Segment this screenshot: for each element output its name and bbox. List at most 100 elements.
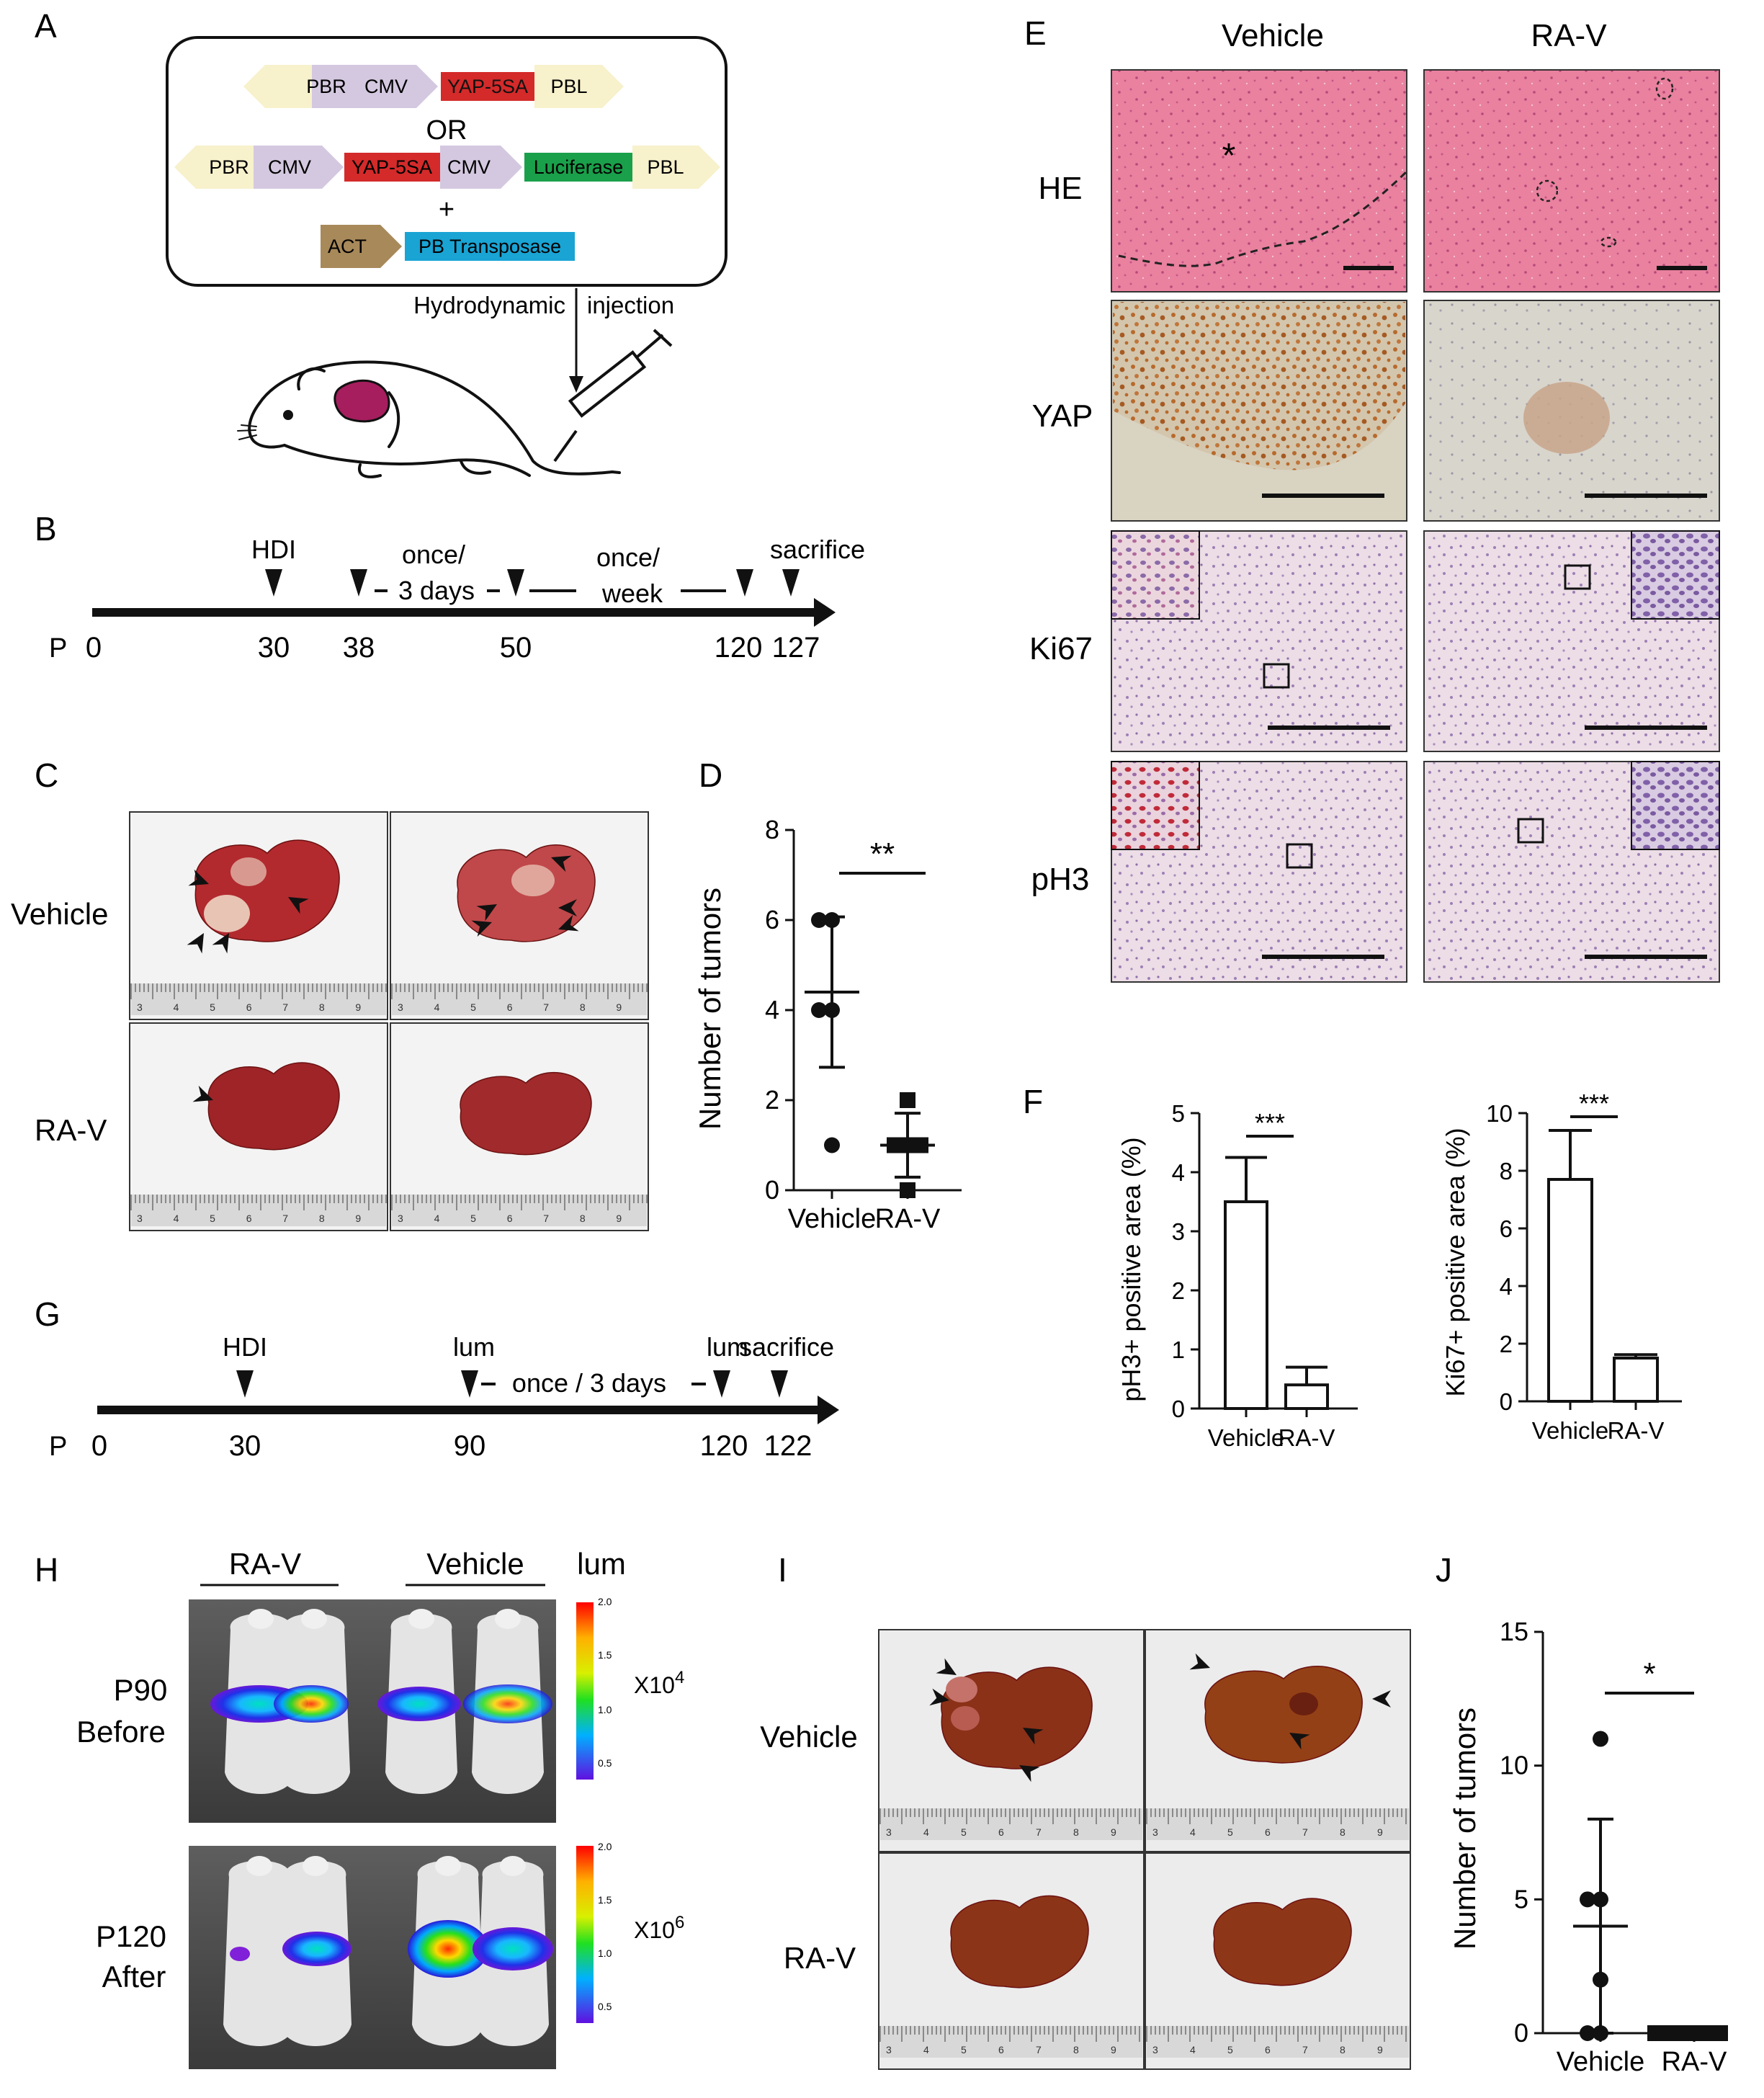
tumor-arrowhead-shape <box>1189 1653 1210 1670</box>
bar <box>1224 1200 1268 1410</box>
tumor-arrowhead-shape <box>551 855 572 872</box>
panel-label-e: E <box>1024 14 1047 52</box>
ruler-label: 9 <box>355 1001 361 1013</box>
cmv-arrow-2 <box>254 146 344 189</box>
timeline-marker <box>507 569 524 597</box>
tumor-arrowhead <box>1372 1690 1391 1708</box>
timeline-marker <box>782 569 800 597</box>
colorbar-tick: 1.5 <box>598 1649 612 1661</box>
tumor-arrowhead-shape <box>1289 1733 1310 1750</box>
signal-spot <box>377 1687 461 1721</box>
h-scale-1: X104 <box>634 1668 684 1698</box>
y-tick-label: 5 <box>1172 1100 1185 1127</box>
ruler <box>392 1195 647 1226</box>
ruler-label: 7 <box>543 1001 549 1013</box>
ruler-label: 9 <box>616 1001 622 1013</box>
data-point <box>900 1182 915 1198</box>
panel-label-d: D <box>699 756 722 794</box>
ruler-label: 7 <box>543 1213 549 1224</box>
construct-row-1: PBR CMV YAP-5SA PBL <box>243 65 624 108</box>
panel-label-g: G <box>35 1295 61 1333</box>
construct-row-2: PBR CMV YAP-5SA CMV Luciferase PBL <box>174 146 720 189</box>
i-row-rav: RA-V <box>784 1941 856 1975</box>
panel-h-bioluminescence: H RA-V Vehicle lum P90 Before P120 After… <box>35 1547 684 2069</box>
ruler <box>1147 1808 1409 1840</box>
ruler <box>880 2026 1142 2058</box>
tumor-arrowhead <box>558 914 579 932</box>
timeline-b-once2: once/ <box>596 543 660 572</box>
colorbar-tick: 1.5 <box>598 1894 612 1906</box>
panel-label-c: C <box>35 756 58 794</box>
y-tick-label: 0 <box>1500 1388 1513 1415</box>
luciferase-box <box>524 153 632 182</box>
colorbar-tick: 1.0 <box>598 1947 612 1959</box>
ruler-label: 4 <box>174 1213 179 1224</box>
ruler-label: 4 <box>174 1001 179 1013</box>
row-label-vehicle: Vehicle <box>11 897 108 931</box>
y-tick-label: 0 <box>765 1175 779 1205</box>
ruler-label: 8 <box>1073 2044 1079 2055</box>
data-point <box>887 1137 903 1153</box>
data-point <box>811 1002 827 1018</box>
y-tick-label: 10 <box>1486 1100 1513 1127</box>
act-label: ACT <box>328 236 367 257</box>
panel-j-scatter: J 0 5 10 15 Vehicle RA-V Number of tumors * <box>1436 1551 1728 2077</box>
y-tick-label: 0 <box>1514 2018 1528 2048</box>
e-row-he: HE <box>1038 171 1082 206</box>
h-scale-2: X106 <box>634 1913 684 1943</box>
tumor-arrowhead-shape <box>188 869 209 886</box>
x-tick-label: Vehicle <box>1208 1424 1284 1451</box>
y-tick-label: 8 <box>765 815 779 844</box>
ruler-label: 3 <box>398 1001 403 1013</box>
tumor-arrowhead-shape <box>1023 1728 1044 1745</box>
ruler-label: 3 <box>886 2044 892 2055</box>
pbr-arrow <box>243 65 312 108</box>
data-point <box>913 1137 928 1153</box>
signal-spot <box>282 1932 352 1966</box>
ruler-label: 3 <box>1152 1826 1158 1838</box>
cmv-arrow-3 <box>440 146 522 189</box>
timeline-g-lum1: lum <box>453 1332 495 1362</box>
h-lum-label: lum <box>577 1547 626 1581</box>
tumor-arrowhead-shape <box>471 920 492 937</box>
x-tick-label: RA-V <box>875 1204 941 1234</box>
ruler-label: 3 <box>137 1213 143 1224</box>
y-tick-label: 1 <box>1172 1336 1185 1363</box>
signal-spot <box>463 1684 552 1723</box>
ruler-label: 8 <box>1073 1826 1079 1838</box>
tumor-arrowhead <box>1189 1653 1210 1670</box>
tumor-arrowhead-shape <box>212 933 229 954</box>
timeline-g-tick-label: 30 <box>229 1430 261 1462</box>
mouse-eye <box>283 410 293 420</box>
data-point <box>824 1002 840 1018</box>
e-row-ph3: pH3 <box>1031 862 1090 897</box>
data-point <box>1593 2025 1608 2041</box>
mouse-head <box>301 1609 327 1629</box>
x-tick-label: RA-V <box>1662 2047 1727 2077</box>
timeline-b-tick-label: 38 <box>343 632 375 664</box>
timeline-b-tick-label: 50 <box>500 632 532 664</box>
y-axis-label: pH3+ positive area (%) <box>1116 1137 1146 1401</box>
ruler-label: 8 <box>1340 2044 1346 2055</box>
y-tick-label: 2 <box>1500 1331 1513 1357</box>
act-arrow <box>321 225 402 268</box>
timeline-b-week: week <box>601 579 663 608</box>
y-tick-label: 5 <box>1514 1884 1528 1914</box>
ruler-label: 8 <box>580 1213 586 1224</box>
colorbar-2 <box>576 1846 594 2023</box>
ruler-label: 3 <box>886 1826 892 1838</box>
tumor-arrowhead-shape <box>187 933 204 954</box>
timeline-marker <box>713 1370 730 1398</box>
cmv-label-2: CMV <box>268 156 311 178</box>
timeline-g-p: P <box>49 1432 67 1462</box>
y-axis-label: Ki67+ positive area (%) <box>1441 1128 1470 1396</box>
pbr-label: PBR <box>306 76 346 97</box>
data-point <box>1580 2025 1595 2041</box>
ruler-label: 7 <box>1036 2044 1042 2055</box>
data-point <box>1686 2025 1702 2041</box>
tumor-arrowhead <box>187 933 204 954</box>
inset-marker <box>1564 564 1591 590</box>
tumor-arrowhead-shape <box>192 1085 213 1102</box>
timeline-g-tick-label: 90 <box>454 1430 486 1462</box>
